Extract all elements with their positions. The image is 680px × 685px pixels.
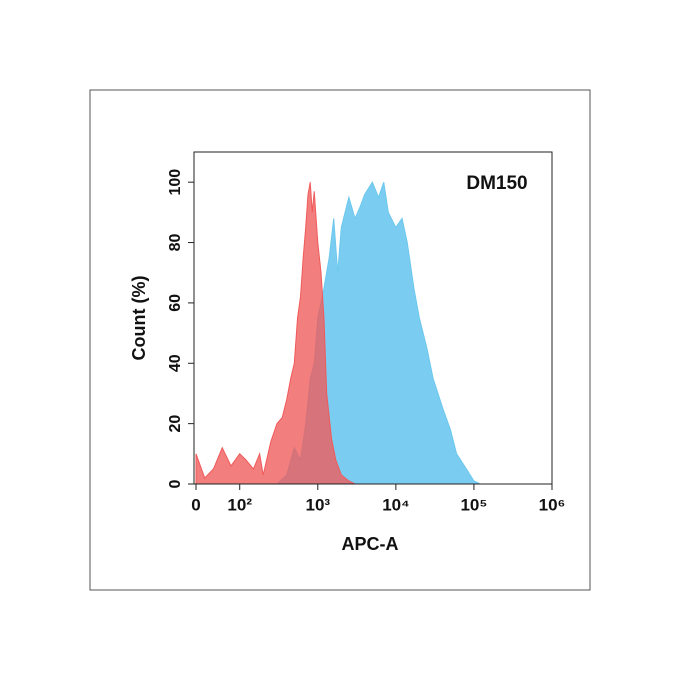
x-tick-label: 0 <box>191 495 200 514</box>
y-tick-label: 40 <box>167 354 184 372</box>
x-tick-label: 10⁶ <box>539 495 566 514</box>
y-tick-label: 0 <box>167 479 184 488</box>
x-tick-label: 10⁴ <box>382 495 409 514</box>
y-tick-label: 20 <box>167 415 184 433</box>
x-axis-label: APC-A <box>342 534 399 554</box>
y-tick-label: 80 <box>167 234 184 252</box>
outer-frame <box>89 89 591 591</box>
y-axis-label: Count (%) <box>129 276 149 361</box>
plot-frame <box>193 151 553 485</box>
histogram-area <box>195 182 356 485</box>
x-tick-label: 10² <box>227 495 252 514</box>
y-tick-label: 60 <box>167 294 184 312</box>
x-tick-label: 10³ <box>306 495 331 514</box>
x-tick-label: 10⁵ <box>460 495 487 514</box>
annotation: DM150 <box>466 173 527 194</box>
y-tick-label: 100 <box>167 169 184 196</box>
